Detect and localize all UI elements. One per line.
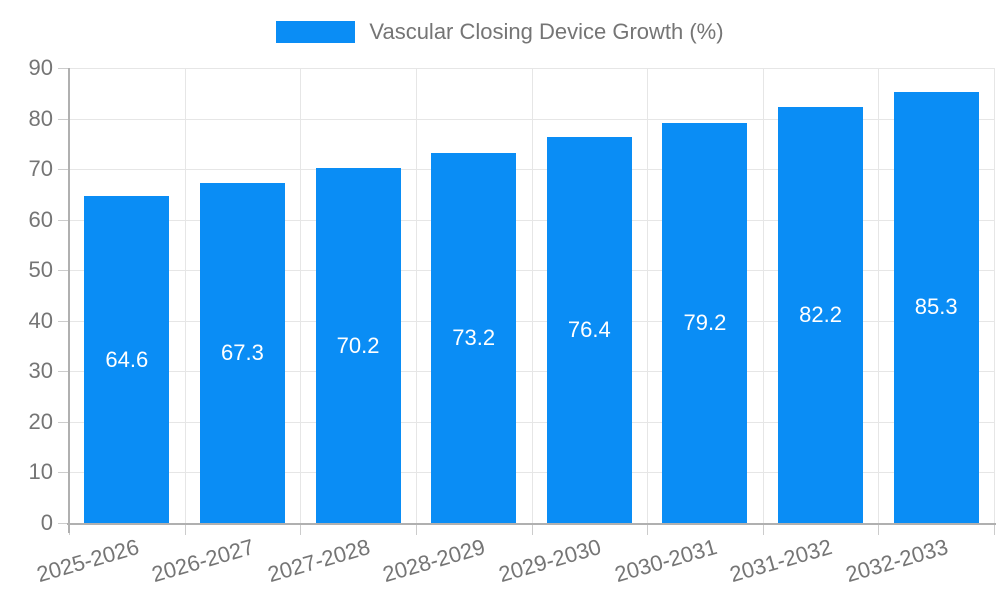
bar-2031-2032[interactable]	[778, 107, 864, 523]
x-tick-label: 2027-2028	[264, 534, 373, 588]
bar-value-label: 82.2	[799, 302, 842, 328]
x-axis-line	[67, 523, 996, 525]
x-tick-label: 2028-2029	[380, 534, 489, 588]
x-tick-label: 2031-2032	[727, 534, 836, 588]
gridline-vertical	[762, 68, 764, 523]
gridline-vertical	[994, 68, 995, 523]
x-tick-label: 2026-2027	[149, 534, 258, 588]
bar-2029-2030[interactable]	[546, 136, 632, 523]
bar-value-label: 79.2	[683, 309, 727, 335]
y-axis-tick	[58, 118, 69, 120]
bar-2026-2027[interactable]	[199, 182, 285, 523]
y-axis-tick	[58, 472, 69, 474]
legend-label: Vascular Closing Device Growth (%)	[369, 19, 724, 44]
bar-value-label: 67.3	[221, 339, 264, 365]
x-axis-tick	[184, 525, 186, 535]
bar-value-label: 64.6	[105, 346, 149, 372]
bar-value-label: 76.4	[567, 316, 611, 342]
x-tick-label: 2030-2031	[611, 534, 720, 588]
x-axis-tick	[647, 525, 649, 535]
bar-value-label: 85.3	[914, 294, 958, 320]
x-axis-tick	[300, 525, 302, 535]
y-tick-label: 30	[28, 358, 53, 384]
x-tick-label: 2025-2026	[33, 534, 142, 588]
x-tick-label: 2032-2033	[842, 534, 951, 588]
x-tick-label: 2029-2030	[495, 534, 604, 588]
y-tick-label: 80	[28, 105, 53, 131]
legend-swatch	[276, 21, 356, 43]
x-axis-tick	[762, 525, 764, 535]
bar-value-label: 70.2	[336, 332, 380, 358]
y-axis-tick	[58, 320, 69, 322]
gridline-vertical	[184, 68, 186, 523]
gridline-vertical	[647, 68, 649, 523]
chart-legend[interactable]: Vascular Closing Device Growth (%)	[0, 19, 1000, 45]
x-axis-tick	[531, 525, 533, 535]
gridline-vertical	[878, 68, 880, 523]
x-axis-tick	[994, 525, 995, 535]
y-tick-label: 50	[28, 257, 53, 283]
bar-value-label: 73.2	[452, 324, 496, 350]
y-axis-tick	[58, 371, 69, 373]
y-tick-label: 60	[28, 206, 53, 232]
x-axis-tick	[415, 525, 417, 535]
bar-2027-2028[interactable]	[315, 168, 401, 523]
bar-2028-2029[interactable]	[431, 152, 517, 523]
x-axis-tick	[878, 525, 880, 535]
bar-2032-2033[interactable]	[893, 91, 979, 523]
y-tick-label: 40	[28, 307, 53, 333]
y-axis-line	[68, 68, 70, 533]
y-tick-label: 20	[28, 408, 53, 434]
y-tick-label: 10	[28, 459, 53, 485]
y-axis-tick	[58, 421, 69, 423]
bar-2030-2031[interactable]	[662, 122, 748, 523]
bar-2025-2026[interactable]	[84, 196, 170, 523]
y-axis-tick	[58, 68, 69, 69]
y-axis-tick	[58, 270, 69, 272]
gridline-vertical	[531, 68, 533, 523]
y-axis-tick	[58, 219, 69, 221]
gridline-vertical	[415, 68, 417, 523]
plot-area: 0 10 20 30 40 50 60 70 80 90 64.6 2025-2026 67.3 2026…	[29, 57, 996, 587]
y-tick-label: 70	[28, 156, 53, 182]
y-axis-tick	[58, 169, 69, 171]
gridline-vertical	[300, 68, 302, 523]
y-tick-label: 90	[28, 55, 53, 80]
y-axis-tick	[58, 523, 69, 524]
y-tick-label: 0	[40, 510, 53, 535]
